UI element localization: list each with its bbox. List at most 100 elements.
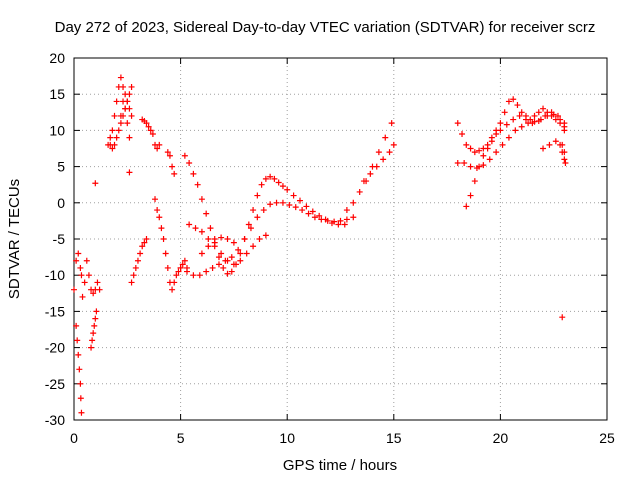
y-tick-label: -10 bbox=[45, 267, 65, 283]
data-point bbox=[81, 279, 88, 286]
data-point bbox=[134, 257, 141, 264]
data-point bbox=[126, 134, 133, 141]
data-point bbox=[218, 234, 225, 241]
data-point bbox=[143, 120, 150, 127]
data-point bbox=[203, 268, 210, 275]
data-point bbox=[211, 243, 218, 250]
data-point bbox=[198, 228, 205, 235]
data-point bbox=[137, 250, 144, 257]
data-point bbox=[92, 180, 99, 187]
data-point bbox=[205, 243, 212, 250]
data-point bbox=[111, 141, 118, 148]
data-point bbox=[561, 156, 568, 163]
data-point bbox=[531, 118, 538, 125]
data-point bbox=[537, 116, 544, 123]
data-point bbox=[305, 210, 312, 217]
data-point bbox=[467, 192, 474, 199]
data-point bbox=[241, 236, 248, 242]
data-point bbox=[367, 170, 374, 177]
data-point bbox=[501, 109, 508, 116]
axis-ticks: 0 5 10 15 20 25 -30 -25 -20 -15 -10 -5 0 5 10 15 20 bbox=[45, 50, 615, 446]
data-point bbox=[350, 199, 357, 206]
data-point bbox=[335, 221, 342, 228]
data-point bbox=[147, 127, 154, 134]
data-point bbox=[559, 149, 566, 156]
data-point bbox=[503, 121, 510, 128]
data-point bbox=[267, 173, 274, 180]
data-point bbox=[260, 207, 267, 214]
data-point bbox=[196, 272, 203, 279]
data-point bbox=[156, 141, 163, 148]
data-point bbox=[518, 109, 525, 116]
data-point bbox=[171, 279, 178, 286]
data-point bbox=[267, 201, 274, 208]
data-point bbox=[262, 175, 269, 182]
data-point bbox=[145, 123, 152, 130]
series-arc-o bbox=[343, 120, 395, 214]
data-point bbox=[499, 141, 506, 148]
data-point bbox=[207, 225, 214, 232]
data-point bbox=[89, 337, 96, 344]
data-point bbox=[512, 127, 519, 134]
data-point bbox=[198, 250, 205, 257]
data-point bbox=[247, 225, 254, 232]
data-point bbox=[109, 127, 116, 134]
data-point bbox=[546, 141, 553, 148]
data-point bbox=[493, 131, 500, 138]
series-arc-l bbox=[181, 152, 348, 277]
series-outlier-3 bbox=[559, 314, 566, 321]
data-point bbox=[224, 270, 231, 277]
data-point bbox=[75, 250, 82, 257]
data-point bbox=[350, 214, 357, 221]
y-tick-label: -25 bbox=[45, 376, 65, 392]
data-point bbox=[497, 127, 504, 134]
series-arc-d bbox=[105, 74, 133, 148]
data-point bbox=[171, 170, 178, 177]
data-point bbox=[126, 105, 133, 112]
data-point bbox=[154, 207, 161, 214]
data-point bbox=[130, 272, 137, 279]
data-point bbox=[279, 183, 286, 190]
data-point bbox=[224, 236, 231, 242]
data-point bbox=[311, 214, 318, 221]
data-point bbox=[463, 141, 470, 148]
data-point bbox=[388, 120, 395, 127]
data-point bbox=[461, 159, 468, 166]
data-point bbox=[373, 163, 380, 170]
data-point bbox=[480, 162, 487, 169]
series-arc-g bbox=[128, 236, 150, 286]
data-point bbox=[562, 159, 569, 166]
data-point bbox=[117, 120, 124, 127]
data-point bbox=[78, 409, 85, 416]
data-point bbox=[132, 264, 139, 271]
data-point bbox=[77, 264, 84, 271]
y-tick-label: -15 bbox=[45, 303, 65, 319]
series-arc-u bbox=[557, 141, 569, 166]
data-point bbox=[190, 170, 197, 177]
data-point bbox=[497, 120, 504, 127]
series-arc-i bbox=[152, 196, 190, 293]
data-point bbox=[228, 254, 235, 261]
data-point bbox=[115, 127, 122, 134]
data-point bbox=[73, 257, 80, 264]
data-point bbox=[93, 308, 100, 315]
data-point bbox=[107, 134, 114, 141]
data-point bbox=[254, 214, 261, 221]
data-point bbox=[181, 257, 188, 264]
data-point bbox=[505, 134, 512, 141]
data-point bbox=[179, 261, 186, 268]
data-point bbox=[514, 102, 521, 109]
data-point bbox=[522, 116, 529, 123]
series-arc-q bbox=[454, 96, 568, 156]
x-tick-label: 5 bbox=[177, 430, 185, 446]
series-arc-s bbox=[454, 111, 568, 172]
data-point bbox=[209, 264, 216, 271]
data-point bbox=[343, 207, 350, 214]
data-point bbox=[544, 112, 551, 119]
data-point bbox=[124, 98, 131, 105]
data-point bbox=[557, 141, 564, 148]
data-point bbox=[292, 204, 299, 211]
data-points bbox=[71, 74, 569, 416]
data-point bbox=[143, 236, 150, 242]
